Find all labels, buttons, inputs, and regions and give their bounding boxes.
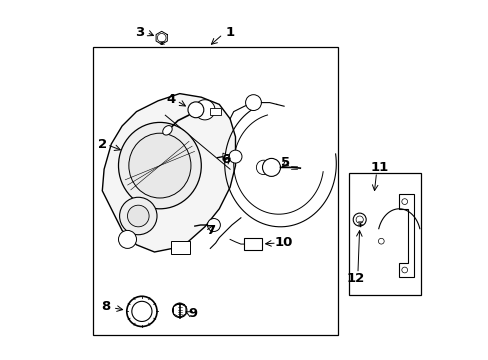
Bar [348, 173, 420, 295]
Circle shape [256, 160, 270, 175]
Circle shape [126, 296, 157, 327]
Circle shape [187, 102, 203, 118]
Text: 6: 6 [221, 153, 229, 166]
Text: 12: 12 [346, 273, 364, 285]
Text: 4: 4 [166, 93, 175, 105]
Bar [210, 108, 221, 115]
Circle shape [355, 216, 363, 223]
Circle shape [118, 230, 136, 248]
Circle shape [132, 301, 152, 321]
Bar [93, 47, 337, 335]
Circle shape [194, 100, 215, 120]
Text: 10: 10 [274, 237, 293, 249]
Text: 9: 9 [188, 307, 198, 320]
Text: 2: 2 [98, 138, 107, 150]
Polygon shape [399, 194, 413, 277]
Ellipse shape [118, 122, 201, 209]
Circle shape [172, 303, 186, 318]
Bar [244, 238, 261, 250]
Circle shape [120, 197, 157, 235]
Ellipse shape [163, 126, 172, 135]
Text: 11: 11 [369, 161, 388, 174]
Text: 8: 8 [101, 300, 110, 313]
Polygon shape [223, 153, 229, 160]
Circle shape [157, 33, 166, 42]
Circle shape [401, 267, 407, 273]
Circle shape [207, 219, 220, 231]
Polygon shape [102, 94, 235, 252]
Text: 3: 3 [135, 26, 144, 39]
Circle shape [401, 199, 407, 204]
Circle shape [245, 95, 261, 111]
Text: 1: 1 [225, 26, 234, 39]
Circle shape [228, 150, 242, 163]
Circle shape [352, 213, 366, 226]
Ellipse shape [128, 133, 190, 198]
Text: 5: 5 [281, 156, 290, 169]
Circle shape [378, 238, 384, 244]
Text: 7: 7 [205, 224, 214, 237]
Bar [170, 241, 190, 254]
Circle shape [127, 205, 149, 227]
Circle shape [262, 158, 280, 176]
